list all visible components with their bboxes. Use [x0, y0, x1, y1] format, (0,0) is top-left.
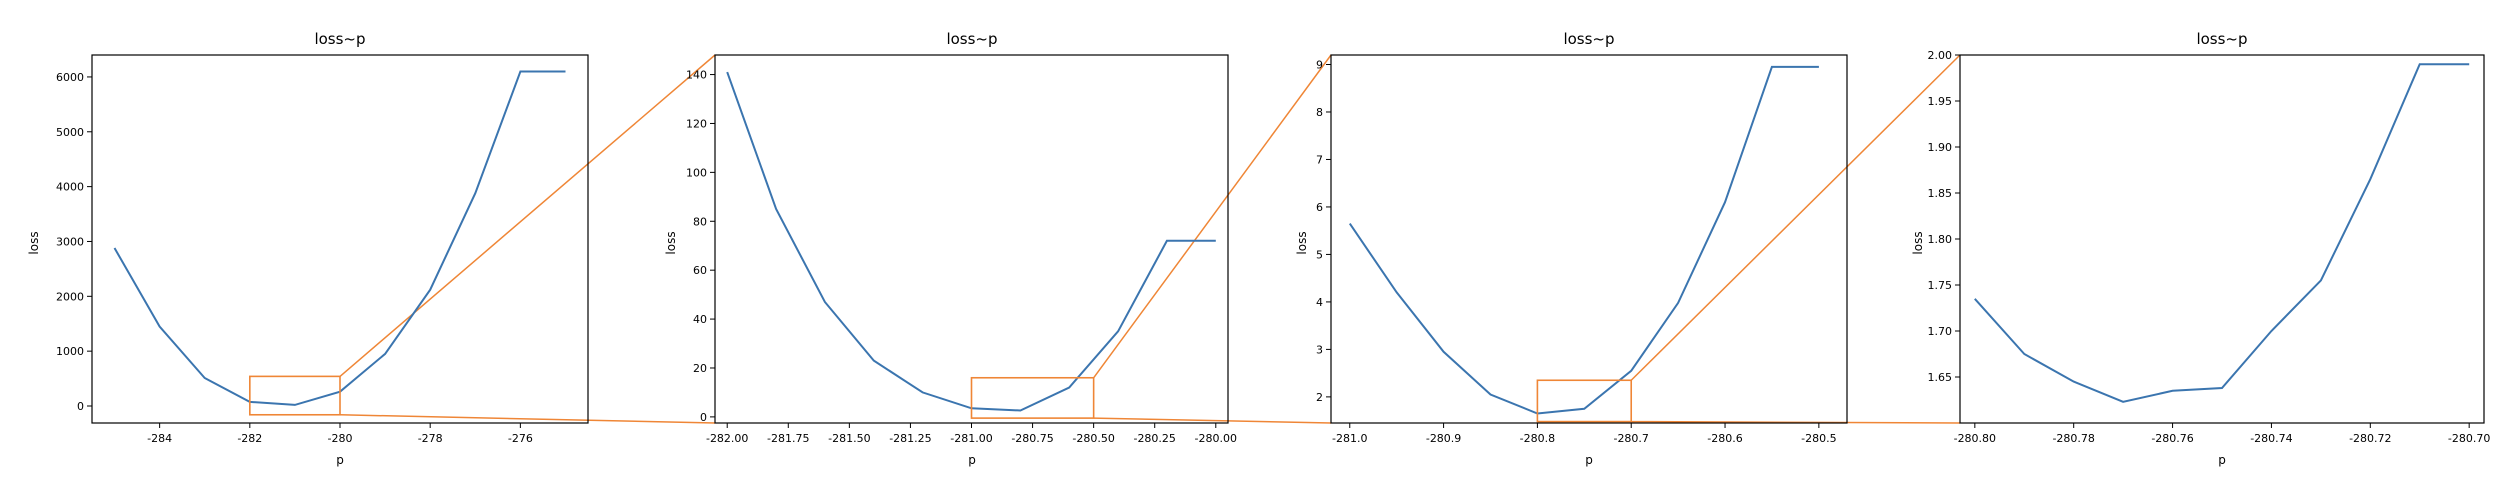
- y-tick-label: 120: [686, 117, 707, 130]
- zoom-connector-bottom: [1631, 420, 1961, 424]
- y-tick-label: 4000: [56, 181, 84, 194]
- y-tick-label: 6000: [56, 71, 84, 84]
- x-tick-label: -280.78: [2052, 432, 2094, 445]
- x-tick-label: -280: [328, 432, 353, 445]
- y-tick-label: 1.75: [1928, 279, 1953, 292]
- y-axis-label: loss: [27, 231, 41, 254]
- x-axis-label: p: [2218, 453, 2226, 467]
- y-tick-label: 6: [1316, 201, 1323, 214]
- series-line: [113, 70, 566, 406]
- x-tick-label: -280.75: [1011, 432, 1053, 445]
- zoom-connector-bottom: [1093, 417, 1332, 424]
- y-tick-label: 5: [1316, 248, 1323, 261]
- zoom-box: [249, 375, 341, 416]
- x-tick-label: -280.9: [1426, 432, 1461, 445]
- x-tick-label: -280.50: [1072, 432, 1114, 445]
- y-tick-label: 100: [686, 166, 707, 179]
- x-tick-label: -282: [237, 432, 262, 445]
- x-tick-label: -280.5: [1801, 432, 1836, 445]
- x-tick-label: -284: [147, 432, 172, 445]
- y-tick-label: 3: [1316, 343, 1323, 356]
- chart-title: loss~p: [1563, 30, 1614, 48]
- y-tick-label: 2.00: [1928, 49, 1953, 62]
- y-tick-label: 0: [700, 411, 707, 424]
- x-axis-label: p: [968, 453, 976, 467]
- zoom-connector-bottom: [339, 414, 716, 424]
- y-tick-label: 1.85: [1928, 187, 1953, 200]
- x-tick-label: -281.25: [889, 432, 931, 445]
- subplot-3: loss~p p loss -281.0 -280.9 -280.8 -280.7 -2…: [1295, 30, 1848, 467]
- x-tick-label: -280.74: [2250, 432, 2292, 445]
- y-tick-label: 140: [686, 69, 707, 82]
- chart-title: loss~p: [2196, 30, 2247, 48]
- y-tick-label: 4: [1316, 296, 1323, 309]
- y-tick-label: 1.80: [1928, 233, 1953, 246]
- plot-frame: [1330, 54, 1848, 424]
- y-tick-label: 2: [1316, 391, 1323, 404]
- y-tick-label: 2000: [56, 290, 84, 303]
- y-tick-label: 9: [1316, 58, 1323, 71]
- x-tick-label: -280.70: [2448, 432, 2490, 445]
- zoom-connectors: [339, 54, 1961, 424]
- zoom-box: [1536, 379, 1633, 423]
- y-tick-label: 5000: [56, 126, 84, 139]
- series-line: [1974, 63, 2470, 403]
- plot-frame: [91, 54, 589, 424]
- x-tick-label: -280.72: [2349, 432, 2391, 445]
- x-tick-label: -278: [418, 432, 443, 445]
- x-axis-label: p: [336, 453, 344, 467]
- y-axis-label: loss: [1295, 231, 1309, 254]
- y-tick-label: 1.90: [1928, 141, 1953, 154]
- zoom-connector-top: [1093, 54, 1332, 379]
- x-tick-label: -282.00: [706, 432, 748, 445]
- y-tick-label: 1.70: [1928, 325, 1953, 338]
- y-tick-label: 40: [693, 313, 707, 326]
- x-tick-label: -280.00: [1195, 432, 1237, 445]
- x-tick-label: -281.75: [767, 432, 809, 445]
- subplot-2: loss~p p loss -282.00 -281.75 -281.50 -281.…: [664, 30, 1237, 467]
- subplot-4: loss~p p loss -280.80 -280.78 -280.76 -280.…: [1911, 30, 2490, 467]
- y-tick-label: 1.95: [1928, 95, 1953, 108]
- x-tick-label: -280.25: [1133, 432, 1175, 445]
- x-tick-label: -280.7: [1613, 432, 1648, 445]
- x-axis-label: p: [1585, 453, 1593, 467]
- subplot-1: loss~p p loss -284 -282 -280 -278 -276 0 1000 2…: [27, 30, 589, 467]
- y-tick-label: 20: [693, 362, 707, 375]
- x-tick-label: -281.00: [950, 432, 992, 445]
- y-tick-label: 60: [693, 264, 707, 277]
- y-axis-label: loss: [664, 231, 678, 254]
- chart-title: loss~p: [946, 30, 997, 48]
- x-tick-label: -280.80: [1954, 432, 1996, 445]
- x-tick-label: -280.76: [2151, 432, 2193, 445]
- x-tick-label: -280.8: [1520, 432, 1555, 445]
- chart-title: loss~p: [314, 30, 365, 48]
- series-line: [1348, 65, 1819, 415]
- y-tick-label: 1000: [56, 345, 84, 358]
- x-tick-label: -281.0: [1332, 432, 1367, 445]
- y-axis-label: loss: [1911, 231, 1925, 254]
- x-tick-label: -281.50: [828, 432, 870, 445]
- y-tick-label: 1.65: [1928, 371, 1953, 384]
- y-tick-label: 7: [1316, 153, 1323, 166]
- x-tick-label: -280.6: [1707, 432, 1742, 445]
- zoom-connector-top: [1630, 54, 1961, 381]
- zoom-connector-top: [339, 54, 716, 377]
- y-tick-label: 80: [693, 215, 707, 228]
- y-tick-label: 8: [1316, 106, 1323, 119]
- y-tick-label: 3000: [56, 235, 84, 248]
- plot-frame: [1959, 54, 2485, 424]
- y-tick-label: 0: [77, 400, 84, 413]
- x-tick-label: -276: [508, 432, 533, 445]
- zoom-box: [970, 376, 1095, 419]
- series-line: [726, 71, 1216, 412]
